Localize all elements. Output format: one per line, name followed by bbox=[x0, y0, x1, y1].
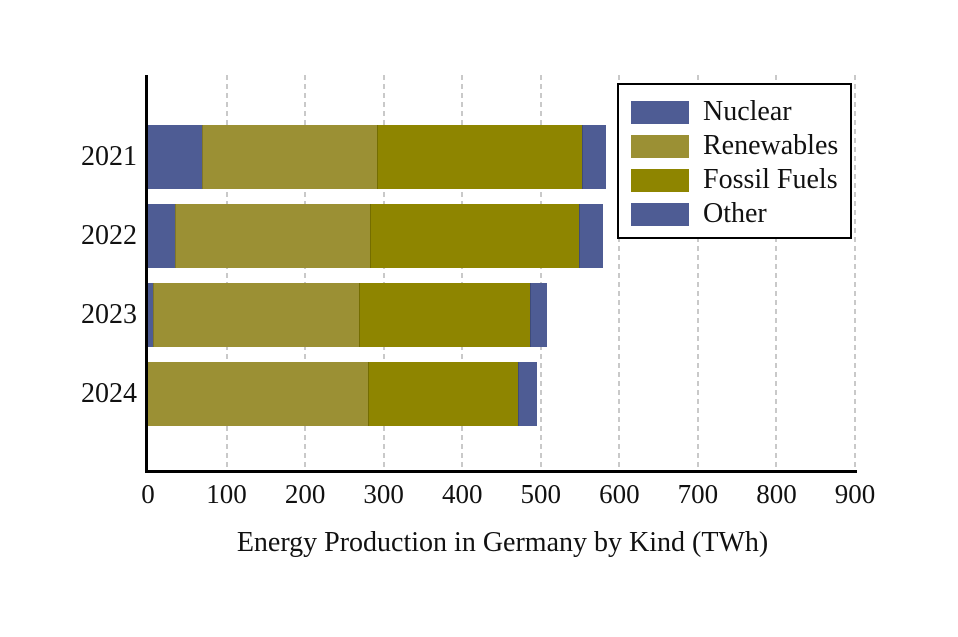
x-tick-label-500: 500 bbox=[520, 479, 562, 509]
gridline-800 bbox=[775, 75, 778, 470]
bar-segment-2023-fossil-fuels bbox=[359, 283, 530, 347]
gridline-900 bbox=[854, 75, 856, 470]
x-tick-label-200: 200 bbox=[284, 479, 326, 509]
legend-swatch-fossil-fuels-icon bbox=[631, 168, 689, 192]
gridline-400 bbox=[461, 75, 464, 470]
legend-item-other: Other bbox=[631, 197, 850, 231]
legend-label-nuclear: Nuclear bbox=[703, 96, 792, 127]
bar-segment-2021-fossil-fuels bbox=[377, 125, 582, 189]
bar-segment-2024-renewables bbox=[148, 362, 368, 426]
bar-segment-2022-nuclear bbox=[148, 204, 175, 268]
x-axis-spine bbox=[145, 470, 857, 473]
x-axis-label: Energy Production in Germany by Kind (TW… bbox=[236, 527, 769, 558]
bar-segment-2024-other bbox=[517, 362, 537, 426]
gridline-600 bbox=[618, 75, 621, 470]
bar-segment-2021-renewables bbox=[202, 125, 378, 189]
bar-segment-2023-renewables bbox=[153, 283, 360, 347]
legend: Nuclear Renewables Fossil Fuels Other bbox=[617, 83, 852, 239]
x-tick-label-0: 0 bbox=[141, 479, 155, 509]
y-tick-label-2023: 2023 bbox=[81, 299, 137, 330]
x-tick-label-900: 900 bbox=[834, 479, 876, 509]
gridline-700 bbox=[696, 75, 699, 470]
legend-label-renewables: Renewables bbox=[703, 130, 839, 161]
bar-segment-2021-other bbox=[581, 125, 606, 189]
bar-segment-2022-other bbox=[579, 204, 603, 268]
legend-item-nuclear: Nuclear bbox=[631, 95, 850, 129]
y-tick-label-2022: 2022 bbox=[81, 220, 137, 251]
bar-segment-2021-nuclear bbox=[148, 125, 203, 189]
gridline-200 bbox=[304, 75, 307, 470]
gridline-100 bbox=[225, 75, 228, 470]
bar-segment-2022-renewables bbox=[174, 204, 371, 268]
x-tick-label-600: 600 bbox=[599, 479, 640, 509]
bar-segment-2024-fossil-fuels bbox=[367, 362, 518, 426]
x-tick-label-300: 300 bbox=[363, 479, 404, 509]
gridline-300 bbox=[382, 75, 385, 470]
legend-swatch-nuclear-icon bbox=[631, 100, 689, 124]
legend-label-other: Other bbox=[703, 198, 767, 229]
bar-segment-2023-other bbox=[529, 283, 548, 347]
bar-segment-2023-nuclear bbox=[148, 283, 154, 347]
x-tick-label-700: 700 bbox=[677, 479, 719, 509]
y-tick-label-2024: 2024 bbox=[81, 378, 137, 409]
legend-swatch-renewables-icon bbox=[631, 134, 689, 158]
x-tick-label-400: 400 bbox=[441, 479, 483, 509]
legend-item-renewables: Renewables bbox=[631, 129, 850, 163]
legend-label-fossil-fuels: Fossil Fuels bbox=[703, 164, 838, 195]
legend-item-fossil-fuels: Fossil Fuels bbox=[631, 163, 850, 197]
gridline-500 bbox=[539, 75, 542, 470]
y-tick-label-2021: 2021 bbox=[81, 141, 137, 172]
y-axis-spine bbox=[145, 75, 148, 473]
x-tick-label-800: 800 bbox=[756, 479, 797, 509]
x-tick-label-100: 100 bbox=[206, 479, 247, 509]
bar-segment-2022-fossil-fuels bbox=[370, 204, 580, 268]
legend-swatch-other-icon bbox=[631, 202, 689, 226]
